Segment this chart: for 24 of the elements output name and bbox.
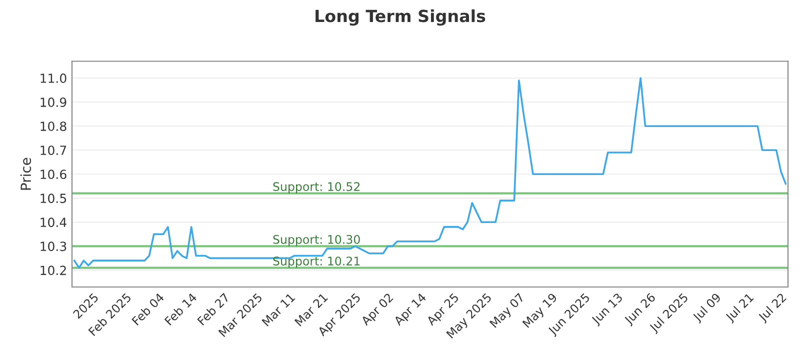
y-tick-label: 10.3	[40, 242, 66, 252]
y-tick-label: 10.4	[40, 218, 66, 228]
x-tick-label: Mar 11	[262, 292, 296, 327]
x-tick-label: Jul 22	[757, 292, 788, 324]
y-tick-label: 10.9	[40, 98, 66, 108]
x-tick-label: Apr 02	[360, 292, 396, 328]
x-tick-label: Jul 21	[724, 292, 756, 324]
x-tick-label: Feb 04	[131, 292, 165, 326]
x-tick-label: Feb 14	[164, 292, 198, 326]
x-tick-label: Jul 09	[692, 292, 723, 324]
y-tick-label: 10.2	[40, 266, 66, 276]
x-tick-label: Jun 13	[590, 292, 625, 327]
y-tick-label: 10.6	[40, 170, 66, 180]
y-tick-label: 11.0	[40, 74, 66, 83]
x-tick-label: Apr 14	[393, 292, 428, 328]
y-axis-title: Price	[20, 158, 32, 190]
y-tick-label: 10.8	[40, 122, 66, 132]
y-tick-label: 10.7	[40, 146, 66, 156]
y-tick-label: 10.5	[40, 194, 66, 204]
ref-line-label: Support: 10.52	[273, 182, 360, 194]
ref-line-label: Support: 10.21	[273, 256, 360, 268]
ref-line-label: Support: 10.30	[273, 234, 360, 246]
line-series	[73, 77, 787, 269]
chart-title: Long Term Signals	[316, 9, 486, 26]
